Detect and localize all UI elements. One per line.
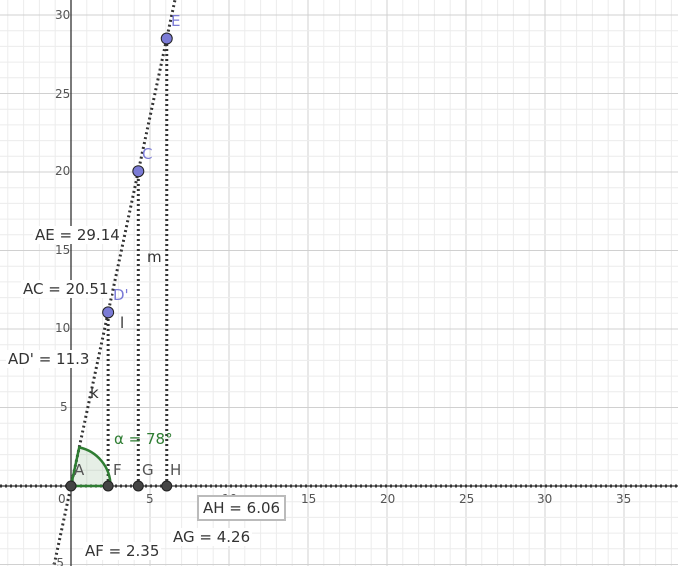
- line-label-m: m: [147, 248, 162, 266]
- x-tick-35: 35: [616, 492, 632, 506]
- x-tick-25: 25: [459, 492, 475, 506]
- measure-ag: AG = 4.26: [171, 528, 253, 546]
- point-g: [132, 480, 144, 492]
- y-tick-10: 10: [55, 321, 71, 335]
- line-label-l: l: [120, 314, 125, 332]
- x-tick-0: 0: [58, 492, 66, 506]
- point-label-e: E: [171, 12, 181, 30]
- point-label-f: F: [113, 461, 122, 479]
- measure-af: AF = 2.35: [83, 542, 162, 560]
- point-label-g: G: [142, 461, 154, 479]
- measure-ad-prime: AD' = 11.3: [6, 350, 92, 368]
- measure-ae: AE = 29.14: [33, 226, 122, 244]
- measure-ah: AH = 6.06: [197, 495, 287, 521]
- point-label-a: A: [74, 461, 85, 479]
- point-h: [161, 480, 173, 492]
- x-tick-5: 5: [146, 492, 154, 506]
- x-tick-15: 15: [301, 492, 317, 506]
- y-tick-neg5: -5: [52, 556, 64, 566]
- y-tick-5: 5: [60, 400, 68, 414]
- point-f: [102, 480, 114, 492]
- point-d-prime: [102, 306, 115, 319]
- line-label-k: k: [90, 384, 99, 402]
- y-tick-25: 25: [55, 87, 71, 101]
- point-e: [160, 32, 173, 45]
- point-label-d-prime: D': [113, 286, 129, 304]
- point-label-c: C: [142, 145, 153, 163]
- y-tick-20: 20: [55, 164, 71, 178]
- y-tick-30: 30: [55, 8, 71, 22]
- point-label-h: H: [170, 461, 182, 479]
- x-tick-30: 30: [537, 492, 553, 506]
- point-a: [65, 480, 77, 492]
- point-c: [132, 165, 145, 178]
- y-tick-15: 15: [55, 243, 71, 257]
- measure-ac: AC = 20.51: [21, 280, 111, 298]
- angle-label-alpha: α = 78°: [114, 430, 173, 448]
- x-tick-20: 20: [380, 492, 396, 506]
